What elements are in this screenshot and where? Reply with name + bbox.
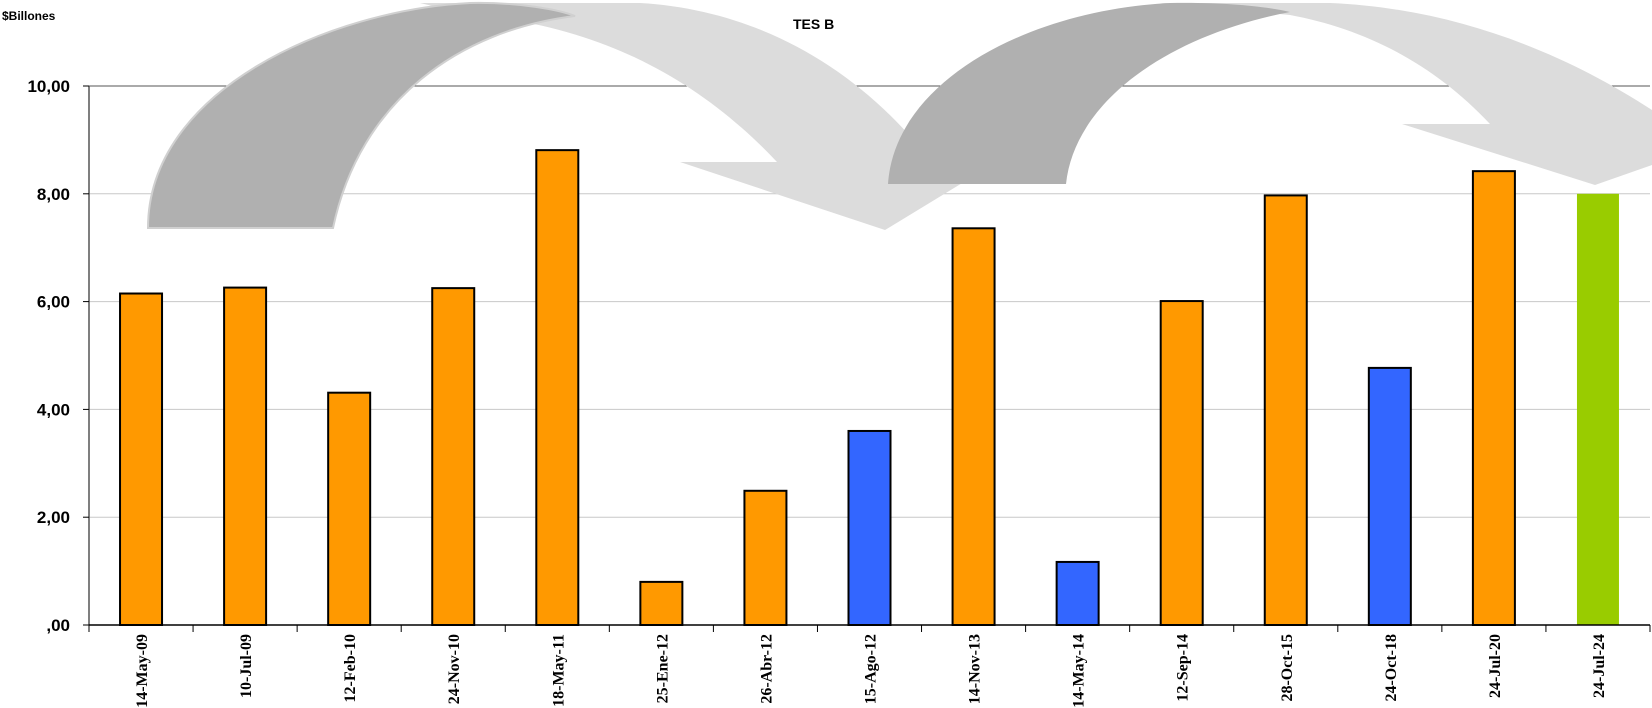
chart-title: TES B	[793, 16, 835, 32]
x-tick-label: 25-Ene-12	[654, 634, 671, 703]
bar	[1367, 366, 1412, 626]
y-tick-label: 4,00	[37, 400, 70, 419]
x-tick-label: 24-Jul-20	[1487, 634, 1504, 698]
bar	[1471, 170, 1516, 627]
arrow-right-dark-icon	[888, 2, 1290, 184]
x-tick-label: 24-Oct-18	[1383, 634, 1400, 702]
y-unit-label: $Billones	[2, 9, 56, 23]
bar	[119, 292, 164, 626]
x-tick-label: 14-May-09	[134, 634, 151, 708]
bar	[223, 286, 268, 626]
x-tick-label: 28-Oct-15	[1279, 634, 1296, 702]
bars-group	[119, 149, 1619, 627]
y-tick-label: 6,00	[37, 293, 70, 312]
y-tick-label: 2,00	[37, 508, 70, 527]
arrow-left-light-icon	[420, 3, 1000, 230]
bar	[535, 149, 580, 627]
bar	[431, 287, 476, 626]
bar	[1576, 193, 1619, 626]
y-tick-labels: ,00 2,00 4,00 6,00 8,00 10,00	[27, 77, 89, 635]
x-tick-labels: 14-May-09 10-Jul-09 12-Feb-10 24-Nov-10 18-M…	[88, 625, 1651, 708]
x-tick-label: 12-Feb-10	[342, 634, 359, 702]
bar	[847, 429, 892, 626]
x-tick-label: 14-Nov-13	[967, 634, 984, 704]
x-tick-label: 12-Sep-14	[1175, 634, 1192, 702]
bar	[1263, 194, 1308, 627]
y-tick-label: 8,00	[37, 185, 70, 204]
bar	[327, 391, 372, 627]
decorative-arrows	[146, 1, 1652, 230]
y-tick-label: 10,00	[27, 77, 70, 96]
y-tick-label: ,00	[46, 616, 70, 635]
bar	[1055, 560, 1100, 627]
bar	[743, 489, 788, 626]
x-tick-label: 14-May-14	[1071, 634, 1088, 708]
x-tick-label: 24-Nov-10	[446, 634, 463, 704]
x-tick-label: 26-Abr-12	[758, 634, 775, 704]
x-tick-label: 18-May-11	[550, 634, 567, 707]
bar	[1159, 300, 1204, 626]
x-tick-label: 10-Jul-09	[238, 634, 255, 698]
arrow-right-light-icon	[1160, 3, 1652, 185]
bar	[639, 580, 684, 627]
arrow-left-dark-icon	[146, 1, 576, 229]
x-tick-label: 15-Ago-12	[863, 634, 880, 704]
x-tick-label: 24-Jul-24	[1591, 634, 1608, 698]
bar	[951, 227, 996, 627]
